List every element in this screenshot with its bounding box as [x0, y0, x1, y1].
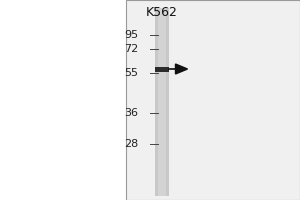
Bar — [154, 8, 169, 196]
Bar — [126, 0, 300, 200]
Text: K562: K562 — [146, 6, 178, 19]
Text: 55: 55 — [124, 68, 138, 78]
Text: 28: 28 — [124, 139, 138, 149]
Bar — [158, 8, 166, 196]
Text: 36: 36 — [124, 108, 138, 118]
Text: 95: 95 — [124, 30, 138, 40]
Text: 72: 72 — [124, 44, 138, 54]
Bar — [154, 66, 169, 72]
Polygon shape — [176, 64, 188, 74]
